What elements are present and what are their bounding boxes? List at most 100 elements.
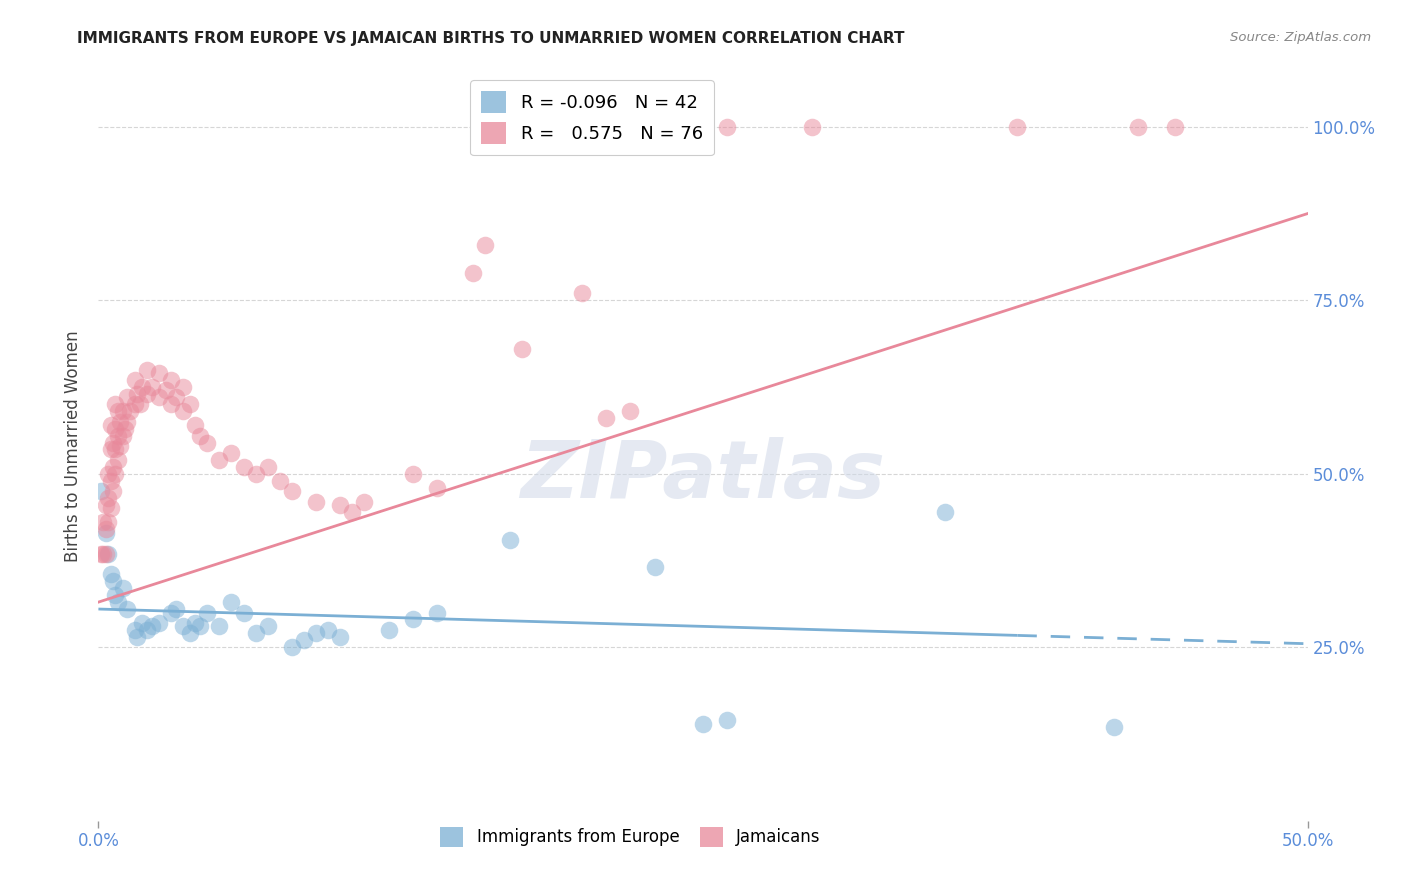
- Point: [377, 623, 399, 637]
- Point: [402, 612, 425, 626]
- Point: [188, 619, 211, 633]
- Point: [124, 623, 146, 637]
- Point: [463, 266, 485, 280]
- Point: [208, 619, 231, 633]
- Point: [172, 380, 194, 394]
- Point: [595, 411, 617, 425]
- Point: [117, 602, 139, 616]
- Point: [692, 716, 714, 731]
- Point: [101, 484, 124, 499]
- Point: [232, 459, 254, 474]
- Point: [510, 342, 533, 356]
- Point: [97, 547, 120, 561]
- Point: [97, 491, 120, 505]
- Point: [281, 484, 304, 499]
- Point: [104, 442, 127, 457]
- Point: [329, 630, 352, 644]
- Point: [90, 484, 112, 499]
- Point: [402, 467, 425, 481]
- Point: [101, 574, 124, 589]
- Point: [1102, 720, 1125, 734]
- Point: [148, 366, 170, 380]
- Point: [619, 404, 641, 418]
- Point: [644, 560, 666, 574]
- Point: [90, 547, 112, 561]
- Point: [104, 467, 127, 481]
- Point: [107, 428, 129, 442]
- Point: [155, 384, 177, 398]
- Point: [107, 453, 129, 467]
- Point: [160, 373, 183, 387]
- Point: [91, 547, 114, 561]
- Point: [97, 516, 120, 530]
- Legend: Immigrants from Europe, Jamaicans: Immigrants from Europe, Jamaicans: [433, 820, 827, 854]
- Point: [104, 588, 127, 602]
- Point: [179, 626, 201, 640]
- Point: [135, 387, 157, 401]
- Point: [232, 606, 254, 620]
- Point: [188, 428, 211, 442]
- Point: [342, 505, 364, 519]
- Point: [934, 505, 956, 519]
- Point: [111, 404, 134, 418]
- Point: [91, 516, 114, 530]
- Point: [281, 640, 304, 655]
- Point: [716, 713, 738, 727]
- Point: [179, 397, 201, 411]
- Point: [498, 533, 520, 547]
- Point: [426, 481, 449, 495]
- Point: [292, 633, 315, 648]
- Point: [316, 623, 339, 637]
- Text: Source: ZipAtlas.com: Source: ZipAtlas.com: [1230, 31, 1371, 45]
- Point: [117, 415, 139, 429]
- Point: [94, 547, 117, 561]
- Text: IMMIGRANTS FROM EUROPE VS JAMAICAN BIRTHS TO UNMARRIED WOMEN CORRELATION CHART: IMMIGRANTS FROM EUROPE VS JAMAICAN BIRTH…: [77, 31, 905, 46]
- Point: [1163, 120, 1185, 134]
- Point: [135, 362, 157, 376]
- Point: [104, 397, 127, 411]
- Point: [353, 494, 375, 508]
- Point: [128, 397, 150, 411]
- Point: [426, 606, 449, 620]
- Point: [1128, 120, 1150, 134]
- Point: [107, 404, 129, 418]
- Point: [208, 453, 231, 467]
- Point: [118, 404, 141, 418]
- Point: [256, 619, 278, 633]
- Point: [131, 615, 153, 630]
- Text: ZIPatlas: ZIPatlas: [520, 437, 886, 515]
- Point: [184, 418, 207, 433]
- Point: [256, 459, 278, 474]
- Point: [329, 498, 352, 512]
- Point: [131, 380, 153, 394]
- Point: [111, 581, 134, 595]
- Point: [124, 397, 146, 411]
- Point: [100, 567, 122, 582]
- Point: [221, 446, 243, 460]
- Point: [94, 498, 117, 512]
- Point: [245, 626, 267, 640]
- Point: [474, 237, 496, 252]
- Point: [100, 442, 122, 457]
- Point: [127, 387, 149, 401]
- Point: [114, 422, 136, 436]
- Y-axis label: Births to Unmarried Women: Births to Unmarried Women: [65, 330, 83, 562]
- Point: [148, 615, 170, 630]
- Point: [117, 391, 139, 405]
- Point: [160, 397, 183, 411]
- Point: [135, 623, 157, 637]
- Point: [172, 619, 194, 633]
- Point: [305, 494, 328, 508]
- Point: [165, 602, 187, 616]
- Point: [127, 630, 149, 644]
- Point: [1007, 120, 1029, 134]
- Point: [97, 467, 120, 481]
- Point: [101, 459, 124, 474]
- Point: [108, 439, 131, 453]
- Point: [124, 373, 146, 387]
- Point: [148, 391, 170, 405]
- Point: [245, 467, 267, 481]
- Point: [184, 615, 207, 630]
- Point: [141, 380, 163, 394]
- Point: [141, 619, 163, 633]
